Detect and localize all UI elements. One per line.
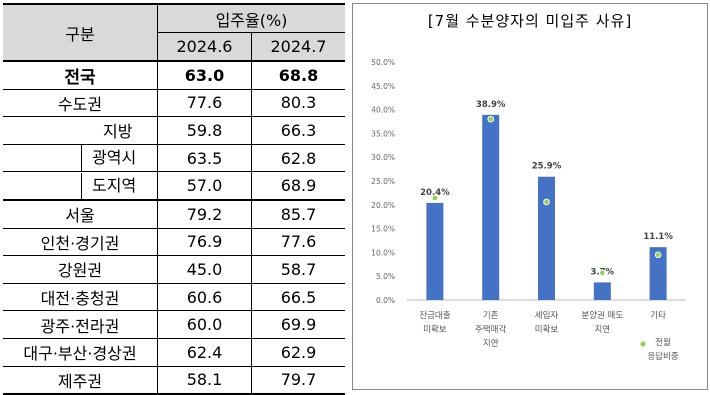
bar bbox=[482, 114, 500, 300]
y-tick-label: 40.0% bbox=[371, 106, 395, 115]
cell: 80.3 bbox=[251, 89, 345, 118]
cell: 62.4 bbox=[157, 338, 252, 367]
cell: 대구·부산·경상권 bbox=[3, 338, 158, 367]
cell: 서울 bbox=[3, 199, 158, 229]
header-cell: 2024.7 bbox=[251, 32, 345, 62]
cell: 62.9 bbox=[251, 338, 345, 367]
cell: 대전·충청권 bbox=[3, 283, 158, 312]
cell: 60.0 bbox=[157, 310, 252, 339]
cell: 58.7 bbox=[251, 255, 345, 284]
cell: 76.9 bbox=[157, 228, 252, 257]
value-label: 25.9% bbox=[532, 162, 562, 172]
cell: 도지역 bbox=[81, 172, 136, 199]
cell: 62.8 bbox=[251, 144, 345, 173]
y-tick-label: 35.0% bbox=[371, 129, 395, 138]
x-tick-label: 잔금대출 미확보 bbox=[419, 311, 451, 335]
bar bbox=[593, 282, 611, 300]
chart-title: [7월 수분양자의 미입주 사유] bbox=[427, 12, 633, 30]
value-label: 11.1% bbox=[643, 232, 673, 242]
value-label: 20.4% bbox=[420, 188, 450, 198]
cell: 인천·경기권 bbox=[3, 228, 158, 257]
cell: 60.6 bbox=[157, 283, 252, 312]
cell: 수도권 bbox=[3, 89, 158, 118]
y-tick-label: 30.0% bbox=[371, 153, 395, 162]
cell: 69.9 bbox=[251, 310, 345, 339]
value-label: 38.9% bbox=[476, 100, 506, 110]
y-tick-label: 5.0% bbox=[376, 272, 395, 281]
cell: 전국 bbox=[3, 61, 158, 90]
cell: 제주권 bbox=[57, 371, 103, 391]
y-tick-label: 10.0% bbox=[371, 248, 395, 257]
legend-label: 전월 응답비중 bbox=[647, 338, 679, 362]
bar bbox=[538, 176, 555, 300]
header-cell: 2024.6 bbox=[157, 32, 252, 62]
x-tick-label: 기타 bbox=[650, 311, 666, 321]
bar bbox=[649, 247, 667, 300]
cell: 68.9 bbox=[251, 171, 345, 201]
cell: 79.7 bbox=[251, 366, 345, 395]
y-tick-label: 0.0% bbox=[376, 296, 395, 305]
y-tick-label: 15.0% bbox=[371, 225, 395, 234]
legend-marker bbox=[640, 341, 646, 347]
bar bbox=[426, 202, 444, 300]
cell: 57.0 bbox=[157, 171, 252, 201]
y-tick-label: 25.0% bbox=[371, 177, 395, 186]
cell: 63.5 bbox=[157, 144, 252, 173]
header-cell: 입주율(%) bbox=[157, 4, 345, 33]
marker bbox=[487, 115, 494, 123]
cell: 66.3 bbox=[251, 116, 345, 145]
chart-box: [7월 수분양자의 미입주 사유] 0.0% 5.0% 10.0% 15.0% 20.0… bbox=[352, 3, 708, 390]
chart: 0.0% 5.0% 10.0% 15.0% 20.0% 25.0% 30.0% 35.0% 40… bbox=[371, 58, 686, 347]
cell: 63.0 bbox=[157, 61, 252, 90]
cell: 85.7 bbox=[251, 199, 345, 229]
rate-table: 구분 입주율(%) 2024.6 2024.7 전국 63.0 68.8 수도권 77.6… bbox=[3, 3, 345, 395]
cell: 66.5 bbox=[251, 283, 345, 312]
cell: 광주·전라권 bbox=[3, 310, 158, 339]
cell: 지방 bbox=[3, 116, 158, 145]
marker bbox=[599, 269, 606, 277]
cell: 79.2 bbox=[157, 199, 252, 229]
cell: 77.6 bbox=[251, 228, 345, 257]
cell: 58.1 bbox=[157, 366, 252, 395]
cell: 45.0 bbox=[157, 255, 252, 284]
x-tick-label: 분양권 매도 지연 bbox=[581, 311, 624, 335]
cell: 59.8 bbox=[157, 116, 252, 145]
marker bbox=[654, 251, 662, 259]
marker bbox=[431, 194, 439, 202]
y-tick-label: 20.0% bbox=[371, 201, 395, 210]
x-tick-label: 기존 주택매각 지연 bbox=[475, 311, 507, 349]
y-tick-label: 50.0% bbox=[371, 58, 395, 67]
marker bbox=[543, 198, 550, 206]
y-tick-label: 45.0% bbox=[371, 82, 395, 91]
cell: 강원권 bbox=[3, 255, 158, 284]
cell: 광역시 bbox=[81, 145, 136, 172]
cell: 77.6 bbox=[157, 89, 252, 118]
x-tick-label: 세입자 미확보 bbox=[534, 311, 559, 335]
cell: 68.8 bbox=[251, 61, 345, 90]
header-cell: 구분 bbox=[3, 4, 158, 62]
